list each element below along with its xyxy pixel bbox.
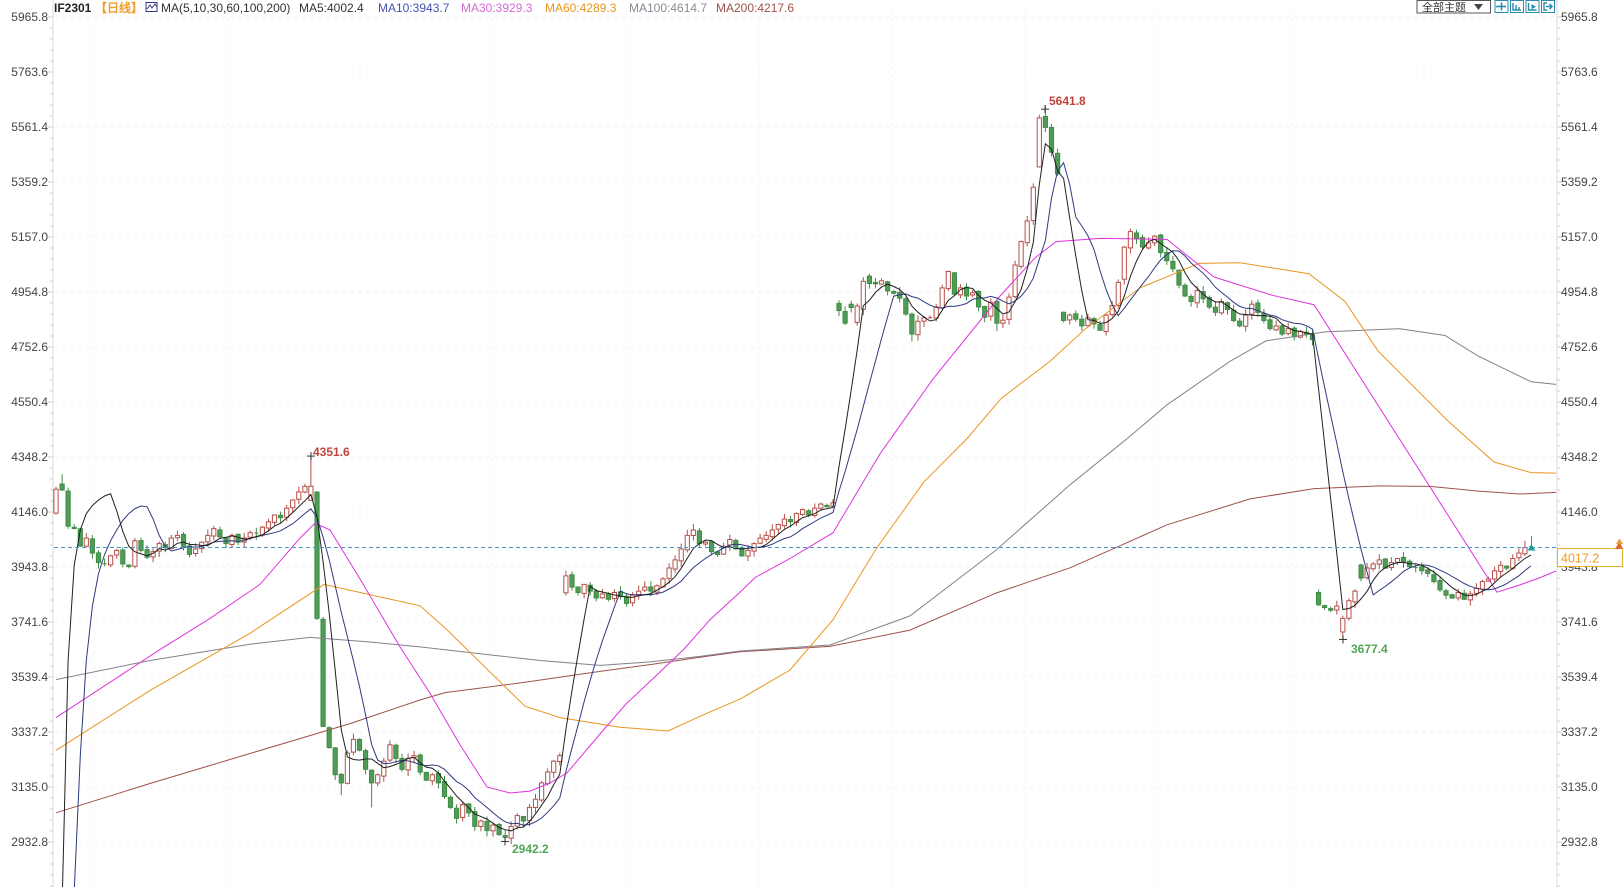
- svg-text:2932.8: 2932.8: [1561, 835, 1598, 849]
- svg-text:【日线】: 【日线】: [95, 0, 143, 15]
- svg-text:4954.8: 4954.8: [1561, 285, 1598, 299]
- svg-text:5359.2: 5359.2: [11, 175, 48, 189]
- svg-text:3677.4: 3677.4: [1351, 642, 1388, 656]
- svg-text:4550.4: 4550.4: [11, 395, 48, 409]
- svg-text:3741.6: 3741.6: [1561, 615, 1598, 629]
- svg-text:5763.6: 5763.6: [11, 65, 48, 79]
- svg-text:3741.6: 3741.6: [11, 615, 48, 629]
- svg-text:5763.6: 5763.6: [1561, 65, 1598, 79]
- svg-text:5965.8: 5965.8: [11, 10, 48, 24]
- svg-text:4146.0: 4146.0: [1561, 505, 1598, 519]
- svg-text:3135.0: 3135.0: [11, 780, 48, 794]
- svg-text:4550.4: 4550.4: [1561, 395, 1598, 409]
- svg-text:MA30:3929.3: MA30:3929.3: [461, 1, 533, 15]
- svg-text:5157.0: 5157.0: [11, 230, 48, 244]
- svg-text:4954.8: 4954.8: [11, 285, 48, 299]
- svg-text:3539.4: 3539.4: [1561, 670, 1598, 684]
- svg-text:5561.4: 5561.4: [11, 120, 48, 134]
- svg-text:2932.8: 2932.8: [11, 835, 48, 849]
- svg-text:MA60:4289.3: MA60:4289.3: [545, 1, 617, 15]
- svg-text:3943.8: 3943.8: [11, 560, 48, 574]
- svg-text:MA5:4002.4: MA5:4002.4: [299, 1, 364, 15]
- svg-text:4146.0: 4146.0: [11, 505, 48, 519]
- svg-text:3539.4: 3539.4: [11, 670, 48, 684]
- svg-text:全部主题: 全部主题: [1422, 0, 1466, 14]
- svg-text:5641.8: 5641.8: [1049, 94, 1086, 108]
- svg-text:MA10:3943.7: MA10:3943.7: [378, 1, 450, 15]
- svg-text:5359.2: 5359.2: [1561, 175, 1598, 189]
- svg-text:3337.2: 3337.2: [11, 725, 48, 739]
- svg-text:4348.2: 4348.2: [11, 450, 48, 464]
- svg-text:MA100:4614.7: MA100:4614.7: [629, 1, 707, 15]
- svg-text:2942.2: 2942.2: [512, 842, 549, 856]
- svg-text:MA(5,10,30,60,100,200): MA(5,10,30,60,100,200): [161, 1, 290, 15]
- svg-text:4348.2: 4348.2: [1561, 450, 1598, 464]
- svg-text:5965.8: 5965.8: [1561, 10, 1598, 24]
- svg-text:5157.0: 5157.0: [1561, 230, 1598, 244]
- svg-text:5561.4: 5561.4: [1561, 120, 1598, 134]
- svg-text:3135.0: 3135.0: [1561, 780, 1598, 794]
- svg-text:4752.6: 4752.6: [11, 340, 48, 354]
- svg-text:3337.2: 3337.2: [1561, 725, 1598, 739]
- svg-text:4351.6: 4351.6: [313, 445, 350, 459]
- svg-text:4017.2: 4017.2: [1561, 552, 1599, 566]
- svg-text:IF2301: IF2301: [54, 1, 92, 15]
- svg-text:4752.6: 4752.6: [1561, 340, 1598, 354]
- svg-text:MA200:4217.6: MA200:4217.6: [716, 1, 794, 15]
